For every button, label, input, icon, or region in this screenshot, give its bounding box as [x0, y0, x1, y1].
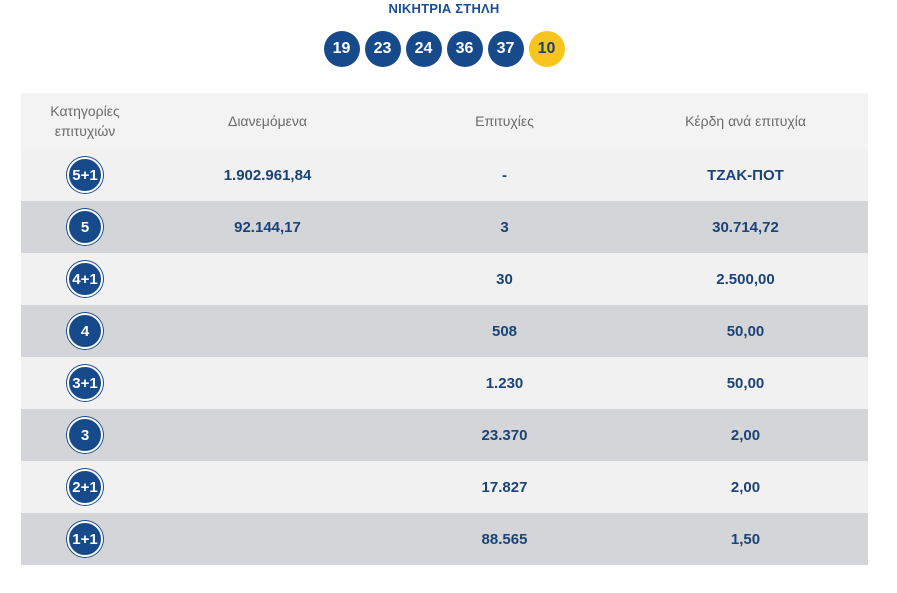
category-badge: 4: [67, 313, 103, 349]
header-prize: Κέρδη ανά επιτυχία: [685, 113, 806, 129]
winning-number-ball: 24: [405, 31, 442, 67]
header-category: Κατηγορίες επιτυχιών: [21, 101, 149, 141]
distributed-cell: 92.144,17: [234, 218, 301, 236]
prize-cell: 2,00: [730, 478, 761, 496]
winners-cell: 508: [491, 322, 518, 340]
category-badge: 3+1: [67, 365, 103, 401]
table-row: 4 508 50,00: [21, 305, 868, 357]
table-row: 4+1 30 2.500,00: [21, 253, 868, 305]
table-row: 3 23.370 2,00: [21, 409, 868, 461]
winning-number-ball: 36: [446, 31, 483, 67]
prize-cell: 50,00: [726, 322, 765, 340]
table-row: 2+1 17.827 2,00: [21, 461, 868, 513]
distributed-cell: 1.902.961,84: [223, 166, 312, 184]
table-row: 5 92.144,17 3 30.714,72: [21, 201, 868, 253]
winners-cell: -: [502, 166, 507, 184]
winners-cell: 30: [496, 270, 513, 288]
category-badge: 3: [67, 417, 103, 453]
header-distributed: Διανεμόμενα: [227, 113, 308, 129]
category-badge: 5+1: [67, 157, 103, 193]
table-row: 5+1 1.902.961,84 - ΤΖΑΚ-ΠΟΤ: [21, 149, 868, 201]
winners-cell: 3: [500, 218, 509, 236]
winning-column-title: ΝΙΚΗΤΡΙΑ ΣΤΗΛΗ: [388, 1, 500, 16]
winners-cell: 88.565: [481, 530, 528, 548]
header-category-line1: Κατηγορίες: [50, 103, 120, 119]
table-row: 3+1 1.230 50,00: [21, 357, 868, 409]
prize-cell: 50,00: [726, 374, 765, 392]
winning-number-ball: 19: [323, 31, 360, 67]
prize-cell: 2,00: [730, 426, 761, 444]
winners-cell: 23.370: [481, 426, 528, 444]
header-category-line2: επιτυχιών: [54, 123, 116, 139]
prize-cell: 30.714,72: [712, 218, 779, 236]
winning-number-ball: 37: [487, 31, 524, 67]
joker-number-ball: 10: [528, 31, 565, 67]
category-badge: 5: [67, 209, 103, 245]
table-header-row: Κατηγορίες επιτυχιών Διανεμόμενα Επιτυχί…: [21, 93, 868, 149]
category-badge: 2+1: [67, 469, 103, 505]
prize-cell: ΤΖΑΚ-ΠΟΤ: [707, 166, 784, 184]
category-badge: 1+1: [67, 521, 103, 557]
header-winners: Επιτυχίες: [475, 113, 534, 129]
table-row: 1+1 88.565 1,50: [21, 513, 868, 565]
winning-numbers: 19 23 24 36 37 10: [0, 31, 888, 67]
winning-number-ball: 23: [364, 31, 401, 67]
winners-cell: 17.827: [481, 478, 528, 496]
category-badge: 4+1: [67, 261, 103, 297]
prize-cell: 1,50: [730, 530, 761, 548]
prize-cell: 2.500,00: [716, 270, 775, 288]
prize-categories-table: Κατηγορίες επιτυχιών Διανεμόμενα Επιτυχί…: [21, 93, 868, 565]
winners-cell: 1.230: [485, 374, 524, 392]
